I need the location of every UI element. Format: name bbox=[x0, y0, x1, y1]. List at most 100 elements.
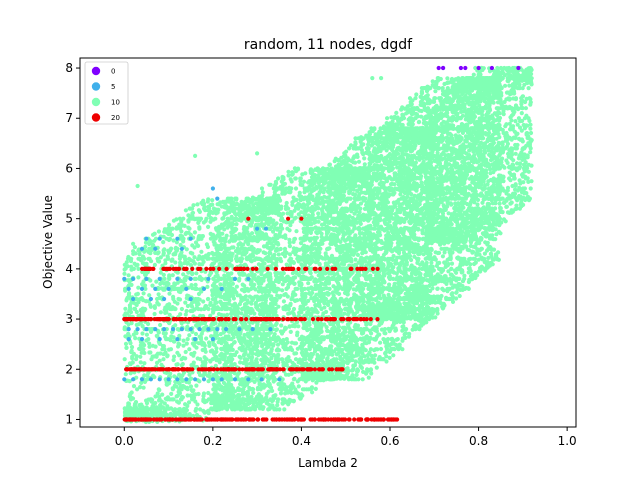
point-series-10 bbox=[153, 312, 157, 316]
point-series-10 bbox=[207, 252, 211, 256]
point-series-10 bbox=[222, 205, 226, 209]
point-series-10 bbox=[257, 218, 261, 222]
point-series-10 bbox=[211, 311, 215, 315]
point-series-10 bbox=[181, 280, 185, 284]
point-series-10 bbox=[183, 356, 187, 360]
point-series-10 bbox=[191, 259, 195, 263]
point-series-10 bbox=[214, 350, 218, 354]
point-series-10 bbox=[223, 237, 227, 241]
point-series-10 bbox=[272, 379, 276, 383]
point-series-10 bbox=[204, 336, 208, 340]
point-series-10 bbox=[232, 394, 236, 398]
point-series-10 bbox=[308, 387, 312, 391]
point-series-10 bbox=[290, 200, 294, 204]
point-series-10 bbox=[247, 236, 251, 240]
point-series-10 bbox=[276, 241, 280, 245]
point-series-10 bbox=[314, 387, 318, 391]
point-series-10 bbox=[291, 311, 295, 315]
point-series-10 bbox=[324, 310, 328, 314]
point-series-10 bbox=[147, 293, 151, 297]
point-series-10 bbox=[268, 384, 272, 388]
point-series-10 bbox=[243, 202, 247, 206]
point-series-10 bbox=[137, 347, 141, 351]
point-series-10 bbox=[290, 280, 294, 284]
point-series-10 bbox=[154, 345, 158, 349]
point-series-10 bbox=[236, 236, 240, 240]
point-series-10 bbox=[176, 297, 180, 301]
point-series-10 bbox=[274, 222, 278, 226]
point-series-10 bbox=[218, 239, 222, 243]
point-series-10 bbox=[272, 289, 276, 293]
point-series-10 bbox=[202, 307, 206, 311]
point-series-10 bbox=[252, 209, 256, 213]
point-series-10 bbox=[194, 271, 198, 275]
point-series-10 bbox=[173, 283, 177, 287]
point-series-10 bbox=[249, 296, 253, 300]
point-series-10 bbox=[241, 296, 245, 300]
point-series-10 bbox=[233, 340, 237, 344]
point-series-10 bbox=[243, 305, 247, 309]
point-series-10 bbox=[170, 233, 174, 237]
point-series-10 bbox=[146, 398, 150, 402]
point-series-10 bbox=[294, 205, 298, 209]
point-series-10 bbox=[221, 331, 225, 335]
point-series-10 bbox=[211, 297, 215, 301]
point-series-10 bbox=[123, 263, 127, 267]
point-series-10 bbox=[265, 244, 269, 248]
point-series-10 bbox=[242, 213, 246, 217]
point-series-10 bbox=[136, 298, 140, 302]
point-series-10 bbox=[253, 287, 257, 291]
point-series-10 bbox=[124, 342, 128, 346]
point-series-10 bbox=[130, 356, 134, 360]
point-series-10 bbox=[296, 379, 300, 383]
point-series-10 bbox=[197, 262, 201, 266]
point-series-10 bbox=[299, 392, 303, 396]
point-series-10 bbox=[214, 209, 218, 213]
point-series-10 bbox=[133, 336, 137, 340]
point-series-10 bbox=[201, 234, 205, 238]
point-series-10 bbox=[227, 302, 231, 306]
point-series-10 bbox=[264, 334, 268, 338]
point-series-10 bbox=[174, 363, 178, 367]
point-series-10 bbox=[247, 386, 251, 390]
point-series-10 bbox=[147, 342, 151, 346]
point-series-10 bbox=[185, 342, 189, 346]
point-series-10 bbox=[186, 261, 190, 265]
point-series-10 bbox=[150, 407, 154, 411]
point-series-10 bbox=[204, 358, 208, 362]
point-series-10 bbox=[277, 357, 281, 361]
point-series-10 bbox=[157, 302, 161, 306]
point-series-10 bbox=[197, 225, 201, 229]
point-series-10 bbox=[292, 377, 296, 381]
point-series-10 bbox=[245, 327, 249, 331]
point-series-10 bbox=[297, 384, 301, 388]
point-series-10 bbox=[293, 252, 297, 256]
point-series-10 bbox=[172, 355, 176, 359]
point-series-10 bbox=[128, 392, 132, 396]
point-series-10 bbox=[227, 275, 231, 279]
point-series-10 bbox=[202, 205, 206, 209]
point-series-10 bbox=[126, 332, 130, 336]
point-series-10 bbox=[125, 346, 129, 350]
point-series-10 bbox=[127, 279, 131, 283]
point-series-10 bbox=[187, 400, 191, 404]
point-series-10 bbox=[241, 251, 245, 255]
point-series-10 bbox=[219, 246, 223, 250]
point-series-10 bbox=[221, 200, 225, 204]
point-series-10 bbox=[268, 339, 272, 343]
point-series-10 bbox=[171, 295, 175, 299]
point-series-10 bbox=[228, 197, 232, 201]
point-series-10 bbox=[190, 395, 194, 399]
point-series-10 bbox=[125, 412, 129, 416]
point-series-10 bbox=[138, 252, 142, 256]
point-series-10 bbox=[288, 359, 292, 363]
point-series-10 bbox=[229, 291, 233, 295]
point-series-10 bbox=[189, 352, 193, 356]
point-series-10 bbox=[276, 343, 280, 347]
point-series-10 bbox=[281, 252, 285, 256]
point-series-10 bbox=[190, 388, 194, 392]
point-series-10 bbox=[231, 348, 235, 352]
point-series-10 bbox=[275, 298, 279, 302]
point-series-10 bbox=[197, 277, 201, 281]
point-series-10 bbox=[282, 271, 286, 275]
